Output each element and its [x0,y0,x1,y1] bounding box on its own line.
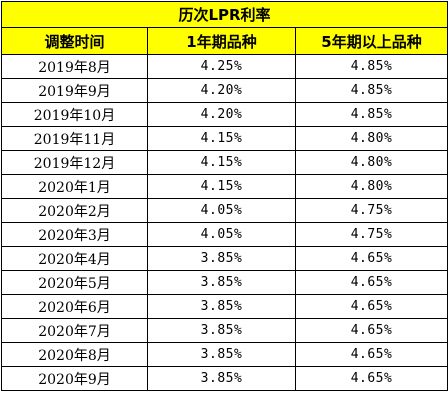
cell-five-year-rate[interactable]: 4.65% [294,270,448,295]
cell-date[interactable]: 2020年9月 [1,366,148,391]
cell-one-year-rate[interactable]: 3.85% [147,366,296,391]
cell-one-year-rate[interactable]: 3.85% [147,342,296,367]
cell-one-year-rate[interactable]: 3.85% [147,246,296,271]
table-body: 2019年8月 4.25% 4.85% 2019年9月 4.20% 4.85% … [1,54,448,391]
cell-date[interactable]: 2020年3月 [1,222,148,247]
cell-five-year-rate[interactable]: 4.80% [294,174,448,199]
cell-one-year-rate[interactable]: 3.85% [147,294,296,319]
cell-date[interactable]: 2020年2月 [1,198,148,223]
table-row: 2019年11月 4.15% 4.80% [1,126,448,151]
cell-one-year-rate[interactable]: 4.20% [147,78,296,103]
table-row: 2019年9月 4.20% 4.85% [1,78,448,103]
cell-date[interactable]: 2020年7月 [1,318,148,343]
cell-date[interactable]: 2019年9月 [1,78,148,103]
cell-five-year-rate[interactable]: 4.85% [294,78,448,103]
table-row: 2019年10月 4.20% 4.85% [1,102,448,127]
column-header-five-year[interactable]: 5年期以上品种 [294,27,448,55]
table-row: 2020年6月 3.85% 4.65% [1,294,448,319]
cell-five-year-rate[interactable]: 4.75% [294,222,448,247]
cell-five-year-rate[interactable]: 4.65% [294,366,448,391]
cell-one-year-rate[interactable]: 4.05% [147,198,296,223]
table-row: 2020年7月 3.85% 4.65% [1,318,448,343]
table-row: 2020年2月 4.05% 4.75% [1,198,448,223]
cell-one-year-rate[interactable]: 3.85% [147,270,296,295]
cell-one-year-rate[interactable]: 4.15% [147,150,296,175]
table-row: 2020年5月 3.85% 4.65% [1,270,448,295]
lpr-rate-table: 历次LPR利率 调整时间 1年期品种 5年期以上品种 2019年8月 4.25%… [0,1,448,391]
cell-date[interactable]: 2020年4月 [1,246,148,271]
cell-five-year-rate[interactable]: 4.80% [294,150,448,175]
cell-one-year-rate[interactable]: 4.15% [147,126,296,151]
cell-five-year-rate[interactable]: 4.85% [294,102,448,127]
cell-five-year-rate[interactable]: 4.85% [294,54,448,79]
column-header-row: 调整时间 1年期品种 5年期以上品种 [1,27,448,55]
cell-one-year-rate[interactable]: 4.25% [147,54,296,79]
table-row: 2020年1月 4.15% 4.80% [1,174,448,199]
table-row: 2020年8月 3.85% 4.65% [1,342,448,367]
cell-five-year-rate[interactable]: 4.80% [294,126,448,151]
cell-five-year-rate[interactable]: 4.65% [294,294,448,319]
cell-date[interactable]: 2019年11月 [1,126,148,151]
cell-date[interactable]: 2020年6月 [1,294,148,319]
cell-five-year-rate[interactable]: 4.65% [294,318,448,343]
table-row: 2019年8月 4.25% 4.85% [1,54,448,79]
column-header-one-year[interactable]: 1年期品种 [147,27,296,55]
cell-date[interactable]: 2019年12月 [1,150,148,175]
cell-one-year-rate[interactable]: 4.05% [147,222,296,247]
cell-five-year-rate[interactable]: 4.75% [294,198,448,223]
table-title[interactable]: 历次LPR利率 [0,1,448,28]
cell-one-year-rate[interactable]: 4.20% [147,102,296,127]
cell-date[interactable]: 2020年1月 [1,174,148,199]
table-title-row: 历次LPR利率 [0,1,448,28]
table-row: 2019年12月 4.15% 4.80% [1,150,448,175]
cell-one-year-rate[interactable]: 3.85% [147,318,296,343]
cell-date[interactable]: 2019年8月 [1,54,148,79]
cell-date[interactable]: 2019年10月 [1,102,148,127]
table-row: 2020年9月 3.85% 4.65% [1,366,448,391]
cell-one-year-rate[interactable]: 4.15% [147,174,296,199]
table-row: 2020年3月 4.05% 4.75% [1,222,448,247]
table-row: 2020年4月 3.85% 4.65% [1,246,448,271]
cell-date[interactable]: 2020年5月 [1,270,148,295]
cell-five-year-rate[interactable]: 4.65% [294,246,448,271]
cell-date[interactable]: 2020年8月 [1,342,148,367]
column-header-date[interactable]: 调整时间 [1,27,148,55]
cell-five-year-rate[interactable]: 4.65% [294,342,448,367]
